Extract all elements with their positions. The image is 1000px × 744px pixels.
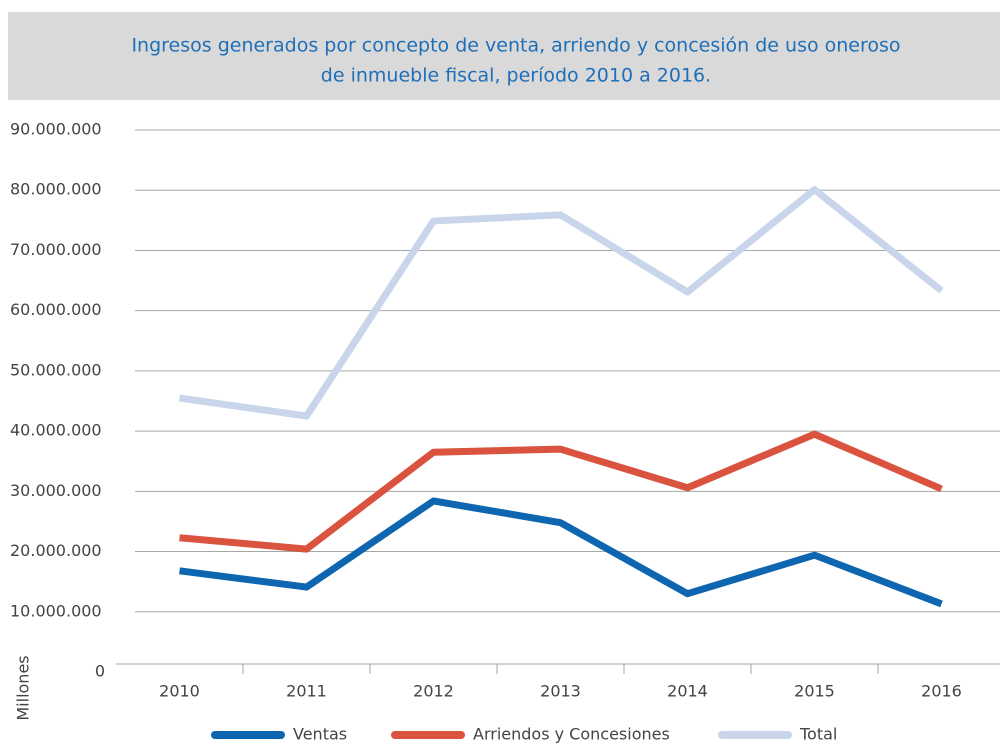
y-tick-label: 0: [95, 662, 105, 681]
y-tick-label: 90.000.000: [10, 120, 102, 139]
y-tick-label: 10.000.000: [10, 601, 102, 620]
y-tick-label: 70.000.000: [10, 240, 102, 259]
y-tick-label: 60.000.000: [10, 300, 102, 319]
y-tick-label: 40.000.000: [10, 421, 102, 440]
series-line: [179, 430, 943, 553]
x-tick-label: 2012: [413, 682, 454, 701]
legend-label: Total: [799, 725, 837, 744]
chart-title: de inmueble fiscal, período 2010 a 2016.: [321, 65, 711, 87]
series-line: [179, 497, 943, 608]
x-tick-label: 2016: [921, 682, 962, 701]
x-tick-label: 2010: [159, 682, 200, 701]
title-bar: [8, 12, 1000, 100]
x-tick-label: 2015: [794, 682, 835, 701]
x-tick-label: 2014: [667, 682, 708, 701]
y-axis-label: Millones: [14, 655, 33, 720]
x-tick-label: 2011: [286, 682, 327, 701]
legend-label: Ventas: [293, 725, 347, 744]
y-tick-label: 50.000.000: [10, 360, 102, 379]
y-tick-label: 30.000.000: [10, 481, 102, 500]
legend-label: Arriendos y Concesiones: [473, 725, 670, 744]
x-tick-label: 2013: [540, 682, 581, 701]
y-tick-label: 80.000.000: [10, 180, 102, 199]
chart-title: Ingresos generados por concepto de venta…: [131, 35, 900, 57]
series-line: [179, 186, 944, 420]
y-tick-label: 20.000.000: [10, 541, 102, 560]
